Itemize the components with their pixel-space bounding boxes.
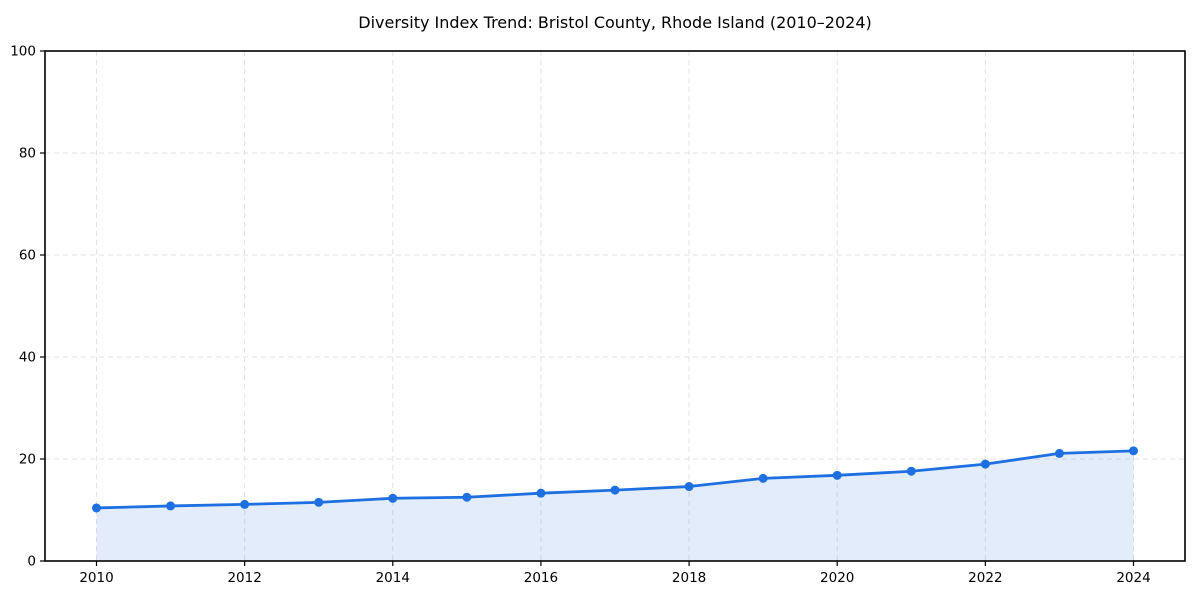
x-tick-label: 2014 (376, 570, 410, 586)
y-tick-label: 40 (19, 350, 36, 366)
data-point (980, 459, 990, 469)
area-fill (96, 450, 1134, 561)
data-point (832, 470, 842, 480)
data-point (166, 501, 176, 511)
x-tick-label: 2022 (968, 570, 1002, 586)
data-point (536, 488, 546, 498)
x-tick-label: 2020 (820, 570, 854, 586)
data-point (240, 499, 250, 509)
data-point (906, 466, 916, 476)
x-tick-label: 2016 (524, 570, 558, 586)
y-tick-label: 60 (19, 248, 36, 264)
plot-border (44, 50, 1186, 562)
data-point (610, 485, 620, 495)
data-point (462, 492, 472, 502)
data-point (314, 497, 324, 507)
y-tick-label: 0 (27, 554, 36, 570)
x-tick-label: 2018 (672, 570, 706, 586)
data-point (758, 473, 768, 483)
data-point (92, 503, 101, 513)
x-tick-label: 2010 (79, 570, 113, 586)
data-point (1129, 446, 1138, 456)
y-tick-label: 100 (10, 44, 36, 60)
y-tick-label: 20 (19, 452, 36, 468)
data-point (684, 482, 694, 492)
data-point (1054, 448, 1064, 458)
y-tick-label: 80 (19, 146, 36, 162)
data-point (388, 493, 398, 503)
x-tick-label: 2012 (227, 570, 261, 586)
x-tick-label: 2024 (1116, 570, 1150, 586)
chart-title: Diversity Index Trend: Bristol County, R… (358, 13, 872, 32)
